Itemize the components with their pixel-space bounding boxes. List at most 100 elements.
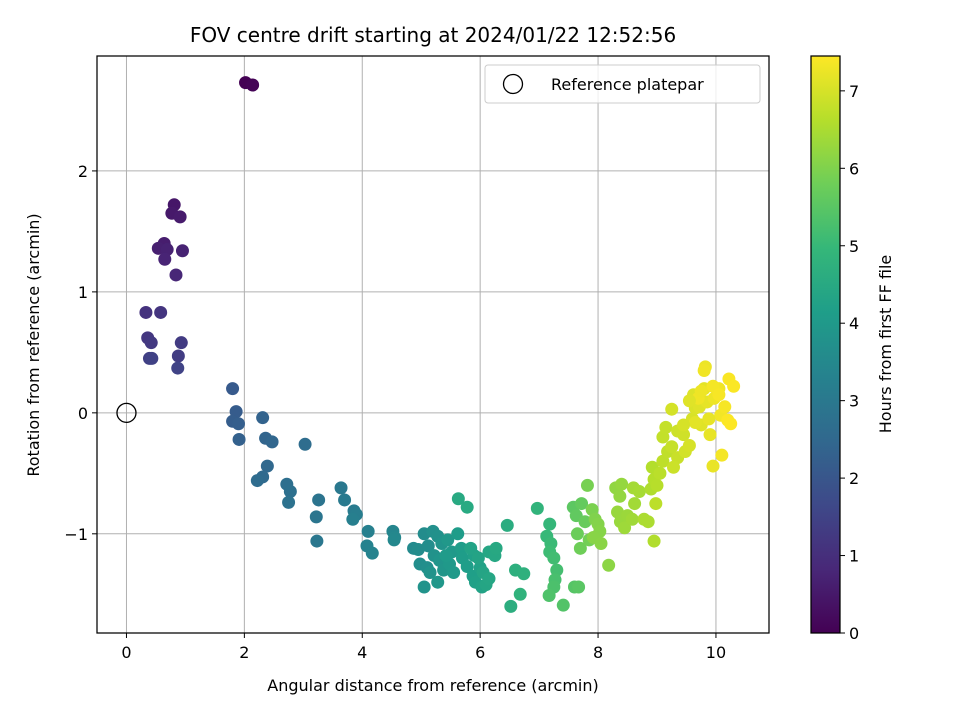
data-point (361, 524, 375, 538)
data-point (665, 402, 679, 416)
data-point (703, 428, 717, 442)
data-point (175, 244, 189, 258)
points-layer (139, 76, 741, 613)
data-point (706, 459, 720, 473)
data-point (439, 549, 453, 563)
data-point (260, 459, 274, 473)
y-tick-label: 0 (78, 404, 88, 423)
x-tick-label: 0 (121, 643, 131, 662)
data-point (421, 539, 435, 553)
legend-box (484, 64, 761, 104)
colorbar-tick-label: 6 (849, 159, 859, 178)
data-point (451, 527, 465, 541)
y-tick-label: 2 (78, 162, 88, 181)
data-point (460, 559, 474, 573)
data-point (139, 305, 153, 319)
data-point (618, 521, 632, 535)
data-point (171, 349, 185, 363)
data-point (482, 572, 496, 586)
data-point (718, 400, 732, 414)
x-axis-label: Angular distance from reference (arcmin) (267, 676, 598, 695)
data-point (500, 518, 514, 532)
data-point (712, 388, 726, 402)
data-point (715, 448, 729, 462)
colorbar-tick-label: 3 (849, 392, 859, 411)
data-point (575, 497, 589, 511)
data-point (667, 460, 681, 474)
data-point (641, 515, 655, 529)
data-point (649, 497, 663, 511)
data-point (573, 541, 587, 555)
data-point (387, 533, 401, 547)
data-point (411, 543, 425, 557)
colorbar-tick-label: 2 (849, 469, 859, 488)
reference-point-marker (116, 402, 137, 423)
y-tick-label: −1 (64, 525, 88, 544)
data-point (530, 501, 544, 515)
data-point (282, 495, 296, 509)
data-point (556, 598, 570, 612)
colorbar-tick-label: 5 (849, 237, 859, 256)
data-point (578, 515, 592, 529)
x-tick-label: 6 (475, 643, 485, 662)
y-tick-label: 1 (78, 283, 88, 302)
data-point (447, 566, 461, 580)
data-point (460, 500, 474, 514)
data-point (702, 412, 716, 426)
data-point (504, 599, 518, 613)
data-point (365, 546, 379, 560)
data-point (256, 411, 270, 425)
data-point (173, 210, 187, 224)
data-point (625, 512, 639, 526)
colorbar-label: Hours from first FF file (876, 255, 895, 434)
data-point (543, 517, 557, 531)
data-point (513, 587, 527, 601)
data-point (171, 361, 185, 375)
x-tick-label: 10 (706, 643, 726, 662)
colorbar-tick-label: 1 (849, 547, 859, 566)
data-point (246, 78, 260, 92)
colorbar-tick-label: 0 (849, 624, 859, 643)
data-point (174, 336, 188, 350)
data-point (650, 478, 664, 492)
data-point (580, 478, 594, 492)
data-point (632, 484, 646, 498)
data-point (628, 497, 642, 511)
data-point (727, 379, 741, 393)
colorbar-ticks: 0 1 2 3 4 5 6 7 (840, 82, 859, 643)
data-point (682, 394, 696, 408)
data-point (441, 533, 455, 547)
data-point (572, 580, 586, 594)
data-point (615, 477, 629, 491)
data-point (226, 382, 240, 396)
data-point (451, 492, 465, 506)
data-point (677, 428, 691, 442)
x-tick-label: 2 (239, 643, 249, 662)
data-point (547, 551, 561, 565)
data-point (298, 437, 312, 451)
data-point (431, 575, 445, 589)
x-ticks: 0 2 4 6 8 10 (121, 633, 726, 662)
legend-marker (502, 73, 524, 95)
colorbar-tick-label: 4 (849, 314, 859, 333)
colorbar-gradient (810, 55, 841, 634)
data-point (169, 268, 183, 282)
data-point (471, 551, 485, 565)
data-point (338, 493, 352, 507)
x-tick-label: 4 (357, 643, 367, 662)
y-ticks: −1 0 1 2 (64, 162, 97, 544)
data-point (423, 566, 437, 580)
data-point (310, 534, 324, 548)
grid-layer (97, 56, 769, 633)
data-point (697, 364, 711, 378)
data-point (542, 589, 556, 603)
data-point (417, 580, 431, 594)
data-point (550, 563, 564, 577)
legend: Reference platepar (484, 64, 761, 104)
data-point (489, 541, 503, 555)
data-point (647, 534, 661, 548)
data-point (656, 454, 670, 468)
reference-layer (116, 402, 137, 423)
data-point (464, 541, 478, 555)
data-point (682, 439, 696, 453)
